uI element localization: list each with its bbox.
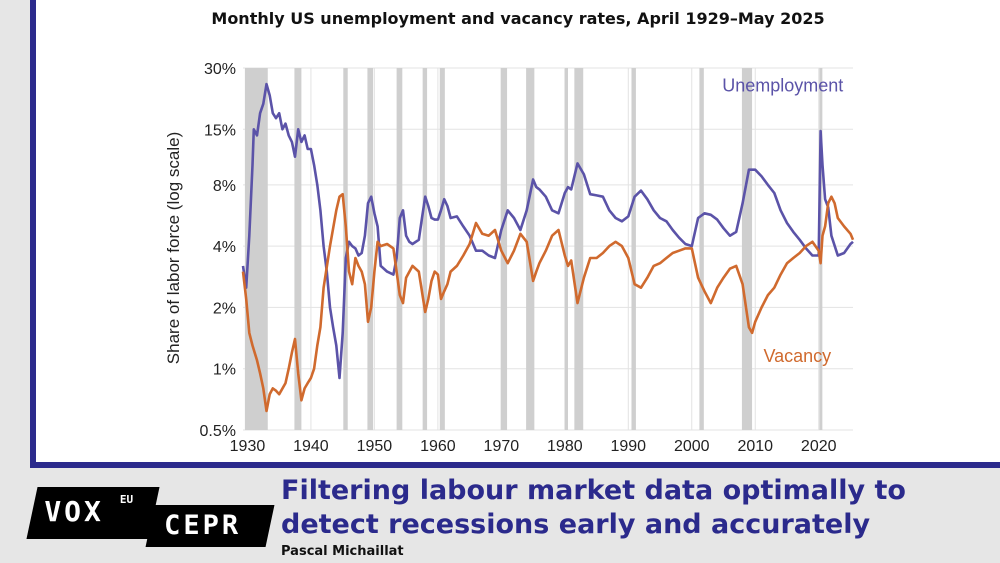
x-tick-label: 1970: [484, 438, 520, 455]
y-tick-label: 30%: [204, 61, 236, 78]
x-tick-label: 2020: [801, 438, 837, 455]
voxeu-logo[interactable]: VOX EU: [26, 487, 160, 539]
recession-band: [439, 68, 445, 430]
recession-band: [422, 68, 428, 430]
annotation-unemployment: Unemployment: [722, 75, 843, 95]
x-tick-label: 1960: [420, 438, 456, 455]
x-tick-label: 1990: [610, 438, 646, 455]
chart-title: Monthly US unemployment and vacancy rate…: [211, 9, 825, 28]
recession-band: [564, 68, 568, 430]
x-tick-label: 2010: [737, 438, 773, 455]
y-tick-label: 4%: [213, 239, 236, 256]
y-tick-labels: 30% 15% 8% 4% 2% 1% 0.5%: [200, 61, 236, 440]
y-tick-label: 2%: [213, 300, 236, 317]
cepr-logo-text: CEPR: [164, 510, 242, 541]
y-tick-label: 15%: [204, 122, 236, 139]
series-line-unemployment: [241, 82, 854, 380]
voxeu-logo-eu: EU: [119, 493, 134, 506]
recession-band: [741, 68, 753, 430]
x-tick-labels: 1930 1940 1950 1960 1970 1980 1990 2000 2010 2020: [230, 438, 837, 455]
voxeu-logo-text: VOX: [44, 495, 104, 528]
recession-band: [294, 68, 302, 430]
recession-band: [699, 68, 704, 430]
series-line-vacancy: [241, 192, 855, 413]
y-axis-label: Share of labor force (log scale): [164, 132, 183, 364]
y-tick-label: 1%: [213, 362, 236, 379]
grid: [243, 67, 853, 431]
series-annotations: Unemployment Vacancy: [722, 75, 843, 365]
recession-band: [343, 68, 348, 430]
recession-band: [500, 68, 508, 430]
x-tick-label: 2000: [674, 438, 710, 455]
annotation-vacancy: Vacancy: [763, 346, 831, 366]
x-tick-label: 1950: [357, 438, 393, 455]
article-headline[interactable]: Filtering labour market data optimally t…: [281, 475, 906, 540]
x-tick-label: 1940: [293, 438, 329, 455]
y-tick-label: 0.5%: [200, 423, 236, 440]
recession-band: [526, 68, 535, 430]
y-tick-label: 8%: [213, 178, 236, 195]
x-tick-label: 1980: [547, 438, 583, 455]
recession-band: [574, 68, 584, 430]
recession-shading: [244, 68, 823, 430]
article-author: Pascal Michaillat: [281, 544, 404, 559]
line-chart: 30%15%8%4%2%1%0.5% 1930 1940 1950 1960 1970 1…: [164, 61, 855, 455]
cepr-logo[interactable]: CEPR: [145, 505, 275, 547]
recession-band: [396, 68, 403, 430]
chart-panel: [30, 0, 1000, 468]
series-lines: [241, 82, 855, 413]
x-tick-label: 1930: [230, 438, 266, 455]
recession-band: [631, 68, 636, 430]
recession-band: [367, 68, 374, 430]
